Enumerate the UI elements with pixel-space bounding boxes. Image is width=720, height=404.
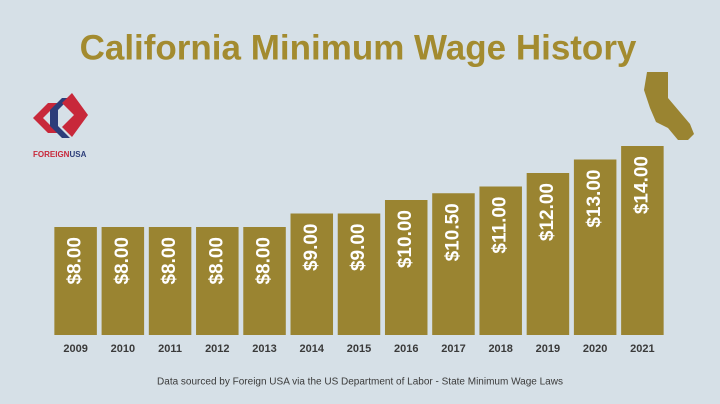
value-label: $12.00 — [537, 183, 558, 241]
california-map — [644, 72, 694, 140]
logo-text-part: FOREIGN — [33, 150, 70, 159]
bar — [290, 213, 334, 335]
bar — [432, 193, 475, 335]
x-tick-label: 2014 — [300, 343, 325, 355]
bar — [54, 227, 97, 335]
value-label: $9.00 — [348, 224, 369, 272]
value-label: $8.00 — [65, 237, 86, 285]
logo-text: FOREIGNUSA — [33, 150, 87, 159]
bar — [621, 146, 664, 335]
chart-title: California Minimum Wage History — [80, 28, 637, 67]
x-tick-label: 2012 — [205, 343, 229, 355]
x-tick-label: 2010 — [111, 343, 135, 355]
bar — [243, 227, 286, 335]
x-tick-label: 2011 — [158, 343, 182, 355]
x-tick-label: 2013 — [252, 343, 276, 355]
x-tick-label: 2020 — [583, 343, 607, 355]
value-label: $8.00 — [254, 237, 275, 285]
bar — [526, 173, 570, 335]
value-label: $9.00 — [301, 224, 322, 272]
value-label: $14.00 — [631, 156, 652, 214]
value-label: $8.00 — [159, 237, 180, 285]
bar — [337, 213, 381, 335]
source-note: Data sourced by Foreign USA via the US D… — [157, 377, 563, 388]
bar — [479, 186, 522, 335]
x-tick-label: 2016 — [394, 343, 418, 355]
x-tick-label: 2019 — [536, 343, 560, 355]
x-tick-label: 2018 — [488, 343, 512, 355]
value-label: $8.00 — [206, 237, 227, 285]
logo-chevron — [50, 98, 70, 138]
x-tick-label: 2021 — [630, 343, 654, 355]
logo-chevron — [62, 93, 88, 137]
logo-chevron — [33, 103, 58, 133]
value-label: $13.00 — [584, 170, 605, 228]
bar — [101, 227, 145, 335]
value-label: $10.00 — [395, 210, 416, 268]
value-label: $11.00 — [490, 197, 511, 254]
x-tick-label: 2015 — [347, 343, 371, 355]
x-tick-label: 2009 — [63, 343, 87, 355]
x-tick-label: 2017 — [441, 343, 465, 355]
bar — [148, 227, 192, 335]
bar — [384, 200, 428, 335]
bar — [196, 227, 239, 335]
bar — [573, 159, 617, 335]
value-label: $10.50 — [442, 203, 463, 261]
logo: FOREIGNUSA — [33, 93, 88, 159]
logo-text-part: USA — [69, 150, 86, 159]
value-label: $8.00 — [112, 237, 133, 285]
